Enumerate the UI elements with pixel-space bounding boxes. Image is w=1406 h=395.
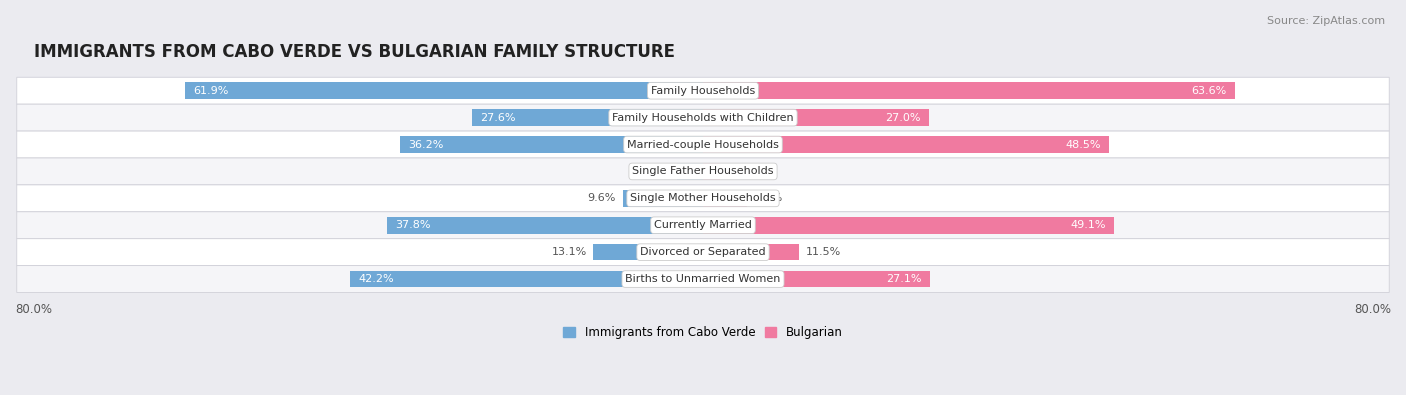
Bar — [472, 109, 703, 126]
FancyBboxPatch shape — [17, 158, 1389, 185]
Bar — [703, 163, 720, 180]
Bar — [387, 217, 703, 233]
Text: 9.6%: 9.6% — [588, 193, 616, 203]
FancyBboxPatch shape — [17, 185, 1389, 212]
Text: Births to Unmarried Women: Births to Unmarried Women — [626, 274, 780, 284]
Text: 2.0%: 2.0% — [727, 166, 755, 177]
Text: 42.2%: 42.2% — [359, 274, 394, 284]
Text: Single Father Households: Single Father Households — [633, 166, 773, 177]
FancyBboxPatch shape — [17, 77, 1389, 104]
Bar — [703, 136, 1109, 153]
FancyBboxPatch shape — [17, 212, 1389, 239]
Text: 27.6%: 27.6% — [481, 113, 516, 122]
Bar — [350, 271, 703, 288]
Bar — [703, 271, 929, 288]
Bar — [623, 190, 703, 207]
Legend: Immigrants from Cabo Verde, Bulgarian: Immigrants from Cabo Verde, Bulgarian — [558, 321, 848, 344]
Bar — [703, 83, 1236, 99]
FancyBboxPatch shape — [17, 265, 1389, 293]
Bar — [678, 163, 703, 180]
Text: Family Households: Family Households — [651, 86, 755, 96]
Text: 13.1%: 13.1% — [551, 247, 586, 257]
Text: IMMIGRANTS FROM CABO VERDE VS BULGARIAN FAMILY STRUCTURE: IMMIGRANTS FROM CABO VERDE VS BULGARIAN … — [34, 43, 675, 61]
Text: 11.5%: 11.5% — [806, 247, 841, 257]
FancyBboxPatch shape — [17, 104, 1389, 131]
Text: 27.0%: 27.0% — [886, 113, 921, 122]
Text: 49.1%: 49.1% — [1070, 220, 1105, 230]
Bar — [703, 244, 799, 260]
Text: Married-couple Households: Married-couple Households — [627, 139, 779, 150]
FancyBboxPatch shape — [17, 131, 1389, 158]
Bar — [401, 136, 703, 153]
Bar — [593, 244, 703, 260]
Bar — [703, 109, 929, 126]
Text: Single Mother Households: Single Mother Households — [630, 193, 776, 203]
Text: Family Households with Children: Family Households with Children — [612, 113, 794, 122]
Text: 61.9%: 61.9% — [194, 86, 229, 96]
Text: 63.6%: 63.6% — [1192, 86, 1227, 96]
Text: Currently Married: Currently Married — [654, 220, 752, 230]
Text: 5.3%: 5.3% — [754, 193, 782, 203]
Text: 27.1%: 27.1% — [886, 274, 921, 284]
Bar — [703, 217, 1114, 233]
Bar — [186, 83, 703, 99]
Text: Divorced or Separated: Divorced or Separated — [640, 247, 766, 257]
Text: 3.1%: 3.1% — [643, 166, 671, 177]
Text: 37.8%: 37.8% — [395, 220, 430, 230]
Text: 48.5%: 48.5% — [1064, 139, 1101, 150]
Text: Source: ZipAtlas.com: Source: ZipAtlas.com — [1267, 16, 1385, 26]
Bar — [703, 190, 748, 207]
FancyBboxPatch shape — [17, 239, 1389, 265]
Text: 36.2%: 36.2% — [408, 139, 444, 150]
